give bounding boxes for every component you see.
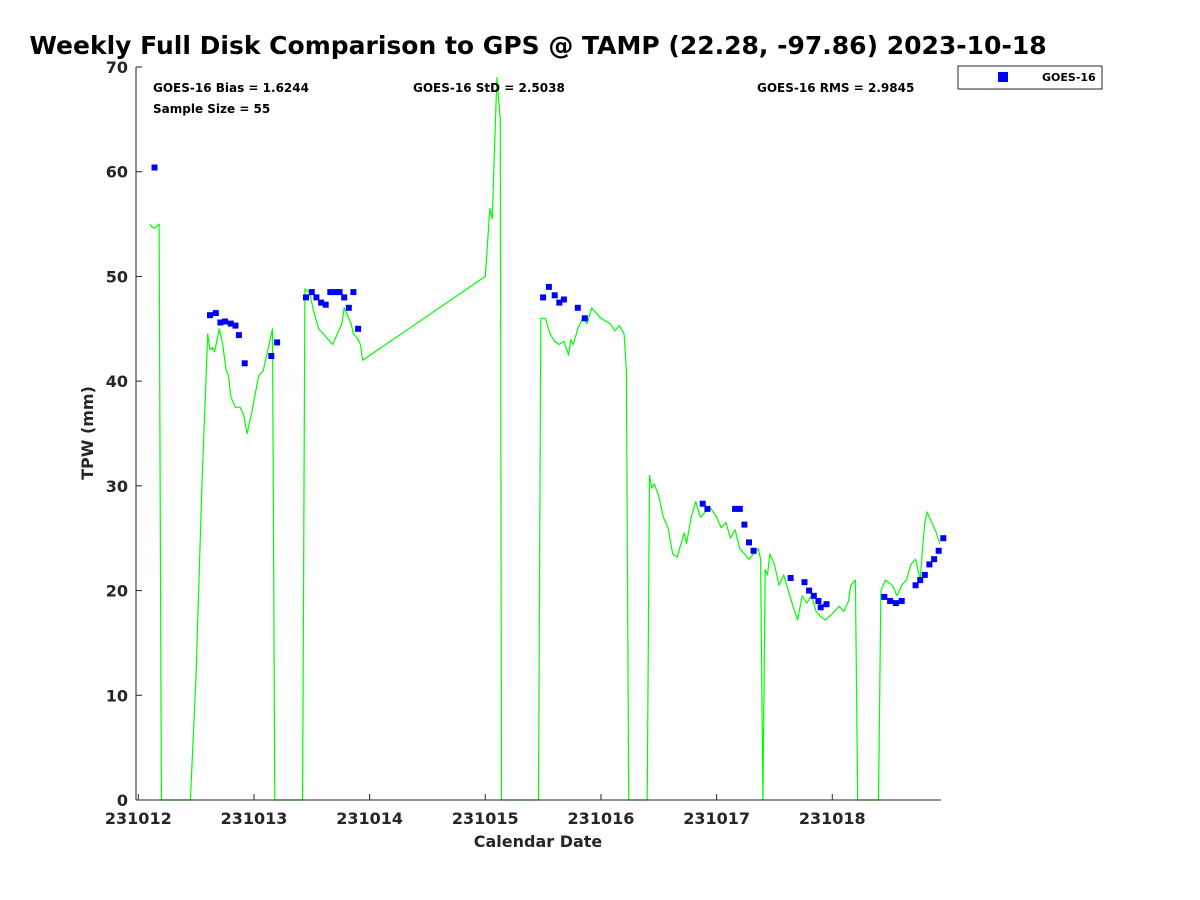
goes16-point xyxy=(898,598,905,604)
y-tick-label: 30 xyxy=(106,477,128,496)
x-tick-label: 231016 xyxy=(568,809,635,828)
goes16-point xyxy=(327,289,334,296)
goes16-point xyxy=(217,319,224,326)
goes16-point xyxy=(741,521,748,528)
x-ticks: 231012 231013 231014 231015 231016 231017 2310… xyxy=(105,794,866,828)
plot-area: 0 10 20 30 40 50 60 70 231012 231013 231014 231015… xyxy=(105,58,947,828)
goes16-point xyxy=(881,593,888,600)
goes16-point xyxy=(313,294,320,301)
goes16-point xyxy=(931,556,938,563)
goes16-point xyxy=(232,322,239,329)
goes16-point xyxy=(227,320,234,327)
rms-stat: GOES-16 RMS = 2.9845 xyxy=(757,81,914,95)
goes16-point xyxy=(336,289,343,296)
x-tick-label: 231018 xyxy=(799,809,866,828)
goes16-point xyxy=(746,539,752,546)
x-axis-label: Calendar Date xyxy=(474,832,603,851)
legend-box xyxy=(957,65,1103,90)
goes16-point xyxy=(235,332,242,339)
y-axis-label: TPW (mm) xyxy=(78,386,97,480)
goes16-point xyxy=(212,310,219,317)
goes16-point xyxy=(268,353,275,359)
goes16-point xyxy=(207,312,213,319)
goes16-point xyxy=(551,292,558,299)
x-tick-label: 231017 xyxy=(683,809,750,828)
y-tick-label: 20 xyxy=(106,582,128,601)
goes16-point xyxy=(274,339,281,346)
legend: GOES-16 xyxy=(957,65,1103,90)
goes16-point xyxy=(823,601,830,608)
y-tick-label: 10 xyxy=(106,686,128,705)
goes16-point xyxy=(322,301,329,308)
y-ticks: 0 10 20 30 40 50 60 70 xyxy=(106,58,142,810)
goes16-point xyxy=(704,505,711,512)
goes-series-group xyxy=(151,164,947,611)
x-tick-label: 231015 xyxy=(452,809,519,828)
goes16-point xyxy=(940,535,947,542)
x-tick-label: 231014 xyxy=(336,809,403,828)
goes16-point xyxy=(806,587,813,594)
goes16-point xyxy=(350,289,357,296)
goes16-point xyxy=(810,592,817,599)
goes16-point xyxy=(151,164,158,171)
goes16-point xyxy=(560,296,567,303)
goes16-point xyxy=(912,582,919,589)
y-tick-label: 0 xyxy=(117,791,128,810)
x-tick-label: 231012 xyxy=(105,809,172,828)
goes16-point xyxy=(331,289,338,296)
goes16-point xyxy=(341,294,348,301)
goes16-point xyxy=(750,547,757,554)
goes16-point xyxy=(921,571,928,578)
goes16-point xyxy=(732,505,739,512)
goes16-point xyxy=(801,579,808,586)
gps-series-line xyxy=(149,76,941,801)
goes16-point xyxy=(303,294,309,301)
x-tick-label: 231013 xyxy=(221,809,288,828)
goes16-point xyxy=(241,360,248,367)
bias-stat: GOES-16 Bias = 1.6244 xyxy=(153,81,309,95)
legend-label-goes16: GOES-16 xyxy=(1042,71,1096,84)
goes16-point xyxy=(926,561,933,568)
goes16-point xyxy=(308,289,315,296)
goes16-point xyxy=(581,315,588,322)
goes16-point xyxy=(887,598,894,604)
goes16-point xyxy=(540,294,547,301)
goes16-point xyxy=(345,304,352,311)
legend-marker-goes16 xyxy=(998,72,1008,82)
goes16-point xyxy=(222,318,229,325)
gps-series-group xyxy=(149,76,941,801)
goes16-point xyxy=(815,598,822,604)
goes16-point xyxy=(699,500,706,507)
goes16-point xyxy=(545,283,552,290)
goes16-point xyxy=(817,604,824,611)
std-stat: GOES-16 StD = 2.5038 xyxy=(413,81,565,95)
goes16-point xyxy=(892,600,899,607)
y-tick-label: 70 xyxy=(106,58,128,77)
sample-size-stat: Sample Size = 55 xyxy=(153,102,270,116)
goes16-point xyxy=(355,325,362,332)
goes16-point xyxy=(736,505,743,512)
goes16-point xyxy=(574,304,581,311)
goes16-point xyxy=(935,547,942,554)
y-tick-label: 50 xyxy=(106,267,128,286)
goes16-point xyxy=(787,575,794,581)
goes16-point xyxy=(556,299,563,306)
goes16-point xyxy=(318,299,325,306)
y-tick-label: 40 xyxy=(106,372,128,391)
chart-title: Weekly Full Disk Comparison to GPS @ TAM… xyxy=(29,31,1046,60)
y-tick-label: 60 xyxy=(106,163,128,182)
goes16-point xyxy=(917,577,924,584)
